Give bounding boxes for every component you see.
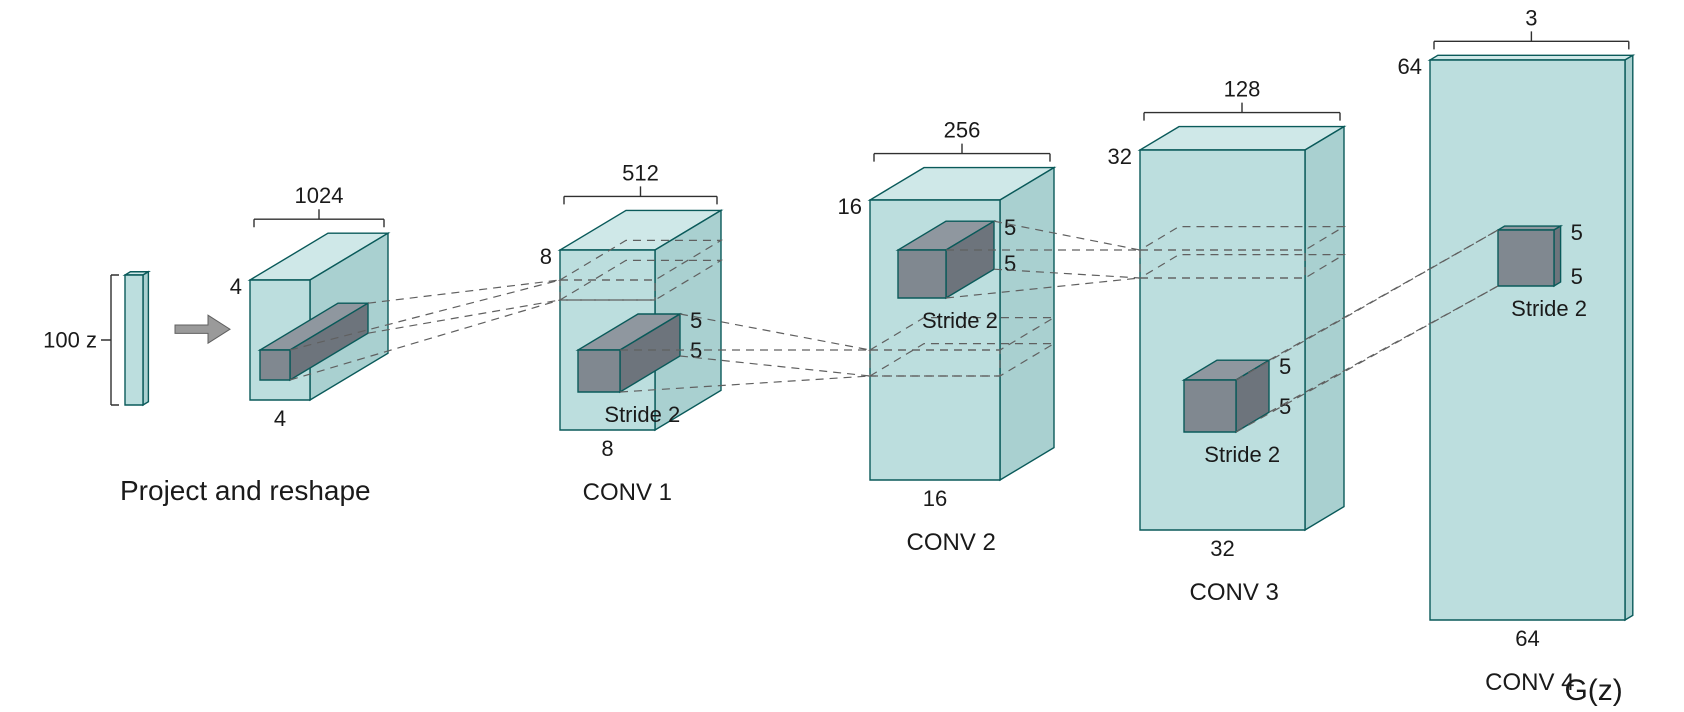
svg-text:8: 8 <box>540 244 552 269</box>
svg-text:Stride 2: Stride 2 <box>1511 296 1587 321</box>
svg-text:32: 32 <box>1108 144 1132 169</box>
svg-text:100 z: 100 z <box>43 328 97 353</box>
svg-text:Stride 2: Stride 2 <box>1204 442 1280 467</box>
svg-text:Stride 2: Stride 2 <box>604 402 680 427</box>
svg-text:5: 5 <box>1571 220 1583 245</box>
svg-text:5: 5 <box>690 308 702 333</box>
svg-text:1024: 1024 <box>295 183 344 208</box>
svg-text:5: 5 <box>1279 394 1291 419</box>
svg-text:4: 4 <box>274 406 286 431</box>
svg-text:8: 8 <box>601 436 613 461</box>
svg-text:16: 16 <box>838 194 862 219</box>
svg-text:Stride 2: Stride 2 <box>922 308 998 333</box>
svg-text:CONV 4: CONV 4 <box>1485 669 1574 696</box>
svg-text:G(z): G(z) <box>1564 674 1622 707</box>
svg-text:64: 64 <box>1515 626 1539 651</box>
svg-text:32: 32 <box>1210 536 1234 561</box>
svg-text:16: 16 <box>923 486 947 511</box>
svg-text:5: 5 <box>1004 215 1016 240</box>
svg-text:256: 256 <box>944 118 981 143</box>
svg-text:512: 512 <box>622 160 659 185</box>
svg-text:CONV 1: CONV 1 <box>583 479 672 506</box>
svg-text:Project and reshape: Project and reshape <box>120 475 371 506</box>
svg-text:CONV 3: CONV 3 <box>1190 579 1279 606</box>
svg-text:CONV 2: CONV 2 <box>907 529 996 556</box>
svg-text:5: 5 <box>1279 354 1291 379</box>
svg-text:3: 3 <box>1525 5 1537 30</box>
svg-text:5: 5 <box>1004 251 1016 276</box>
svg-text:5: 5 <box>1571 264 1583 289</box>
svg-text:4: 4 <box>230 274 242 299</box>
svg-text:128: 128 <box>1224 77 1261 102</box>
svg-text:64: 64 <box>1398 54 1422 79</box>
